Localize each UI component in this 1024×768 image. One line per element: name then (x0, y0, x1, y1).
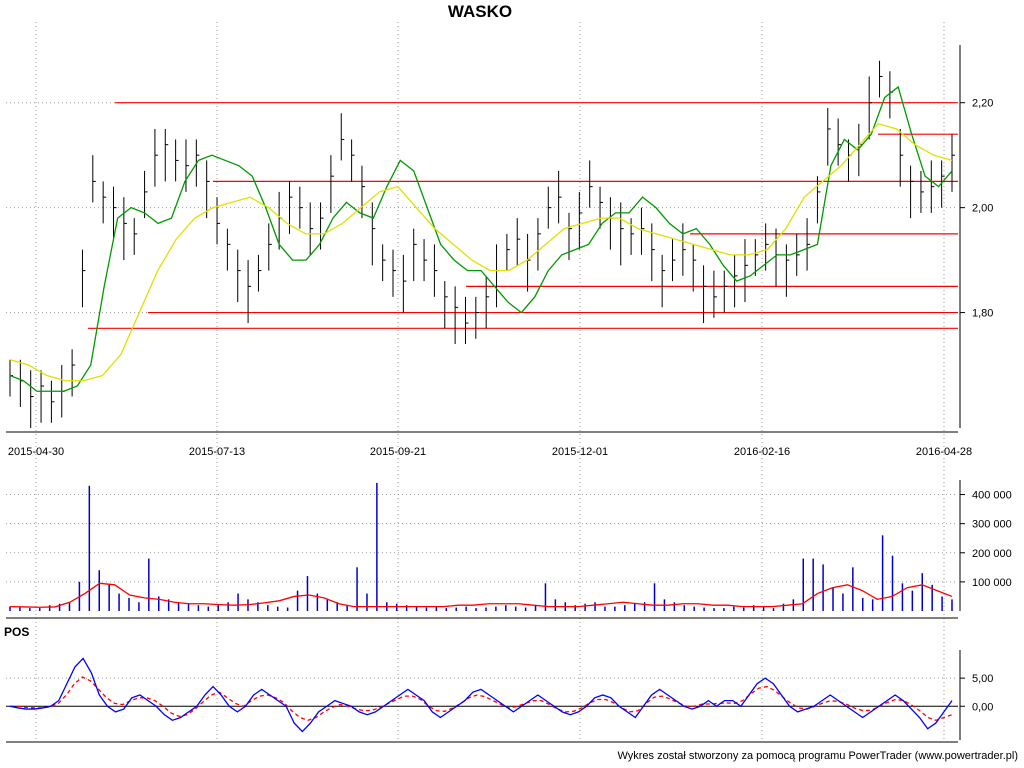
y-tick-label: 0,00 (972, 701, 993, 713)
sma-long-line (9, 122, 953, 382)
chart-title: WASKO (447, 2, 513, 21)
pos-panel-label: POS (4, 625, 30, 639)
volume-average-line (9, 582, 953, 608)
grid-lines (6, 22, 958, 740)
y-tick-label: 1,80 (972, 308, 993, 320)
axes: 2015-04-30 2015-07-13 2015-09-21 2015-12-01… (6, 45, 1012, 743)
x-tick-label: 2015-12-01 (552, 446, 608, 458)
x-tick-label: 2015-04-30 (8, 446, 64, 458)
y-tick-label: 5,00 (972, 673, 993, 685)
pos-panel (6, 657, 958, 733)
price-panel (9, 60, 958, 428)
volume-panel (9, 482, 953, 611)
footer-credit: Wykres został stworzony za pomocą progra… (617, 750, 1018, 762)
y-tick-label: 2,20 (972, 98, 993, 110)
pos-line (9, 657, 953, 733)
y-tick-label: 2,00 (972, 203, 993, 215)
y-tick-label: 400 000 (972, 490, 1012, 502)
pos-signal-line (10, 676, 953, 722)
x-tick-label: 2016-02-16 (734, 446, 790, 458)
y-tick-label: 300 000 (972, 519, 1012, 531)
sma-short-line (9, 85, 953, 392)
y-tick-label: 100 000 (972, 577, 1012, 589)
y-tick-label: 200 000 (972, 548, 1012, 560)
x-tick-label: 2016-04-28 (916, 446, 972, 458)
x-tick-label: 2015-07-13 (189, 446, 245, 458)
x-tick-label: 2015-09-21 (370, 446, 426, 458)
